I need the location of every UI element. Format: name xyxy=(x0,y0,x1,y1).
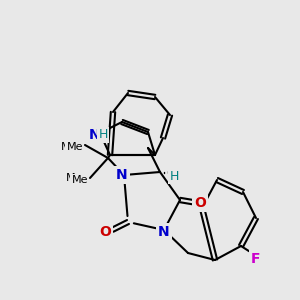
Text: Me: Me xyxy=(67,142,83,152)
Text: N: N xyxy=(158,225,170,239)
Text: H: H xyxy=(170,169,178,179)
Text: N: N xyxy=(116,168,128,182)
Text: F: F xyxy=(251,252,261,266)
Text: F: F xyxy=(253,250,261,263)
Text: Me: Me xyxy=(61,142,77,152)
Text: N: N xyxy=(159,227,169,241)
Text: H: H xyxy=(169,169,179,182)
Text: N: N xyxy=(89,128,101,142)
Text: Me: Me xyxy=(71,175,88,185)
Text: O: O xyxy=(99,225,111,239)
Text: H: H xyxy=(98,128,108,142)
Text: O: O xyxy=(197,196,207,209)
Text: O: O xyxy=(194,196,206,210)
Text: N: N xyxy=(115,169,125,182)
Text: Me: Me xyxy=(65,173,82,183)
Text: H: H xyxy=(90,130,98,140)
Text: O: O xyxy=(99,226,109,238)
Text: N: N xyxy=(88,127,98,140)
